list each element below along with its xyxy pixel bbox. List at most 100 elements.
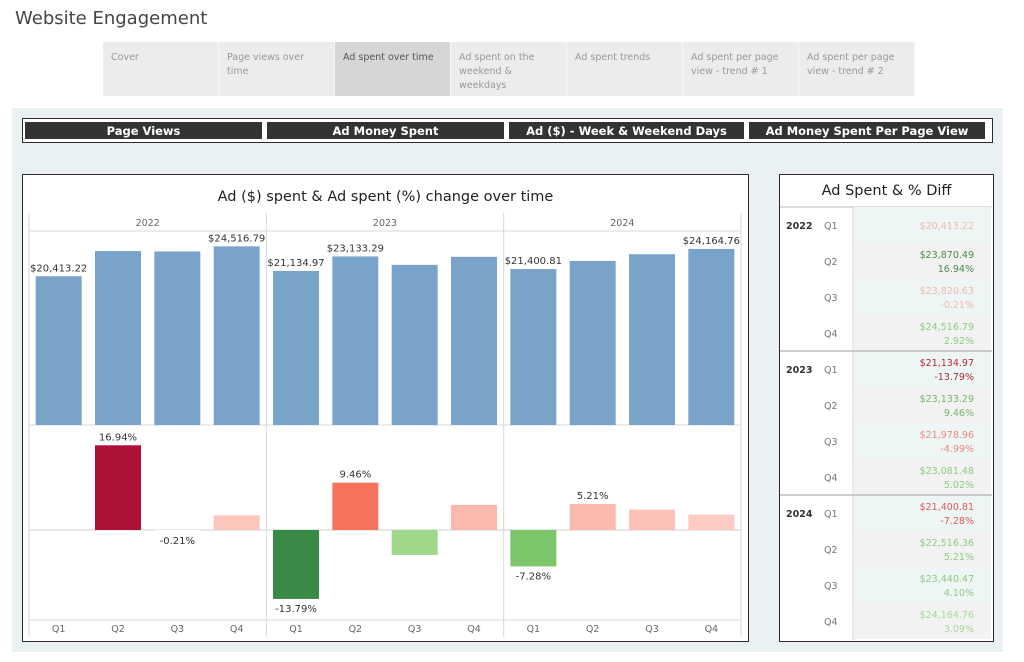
table-pct-diff: 3.09% [944, 624, 974, 635]
pct-change-bar [451, 504, 497, 530]
table-row-bg [854, 351, 991, 387]
table-pct-diff: 5.21% [944, 552, 974, 563]
table-quarter-label: Q4 [824, 329, 838, 340]
table-value: $23,820.63 [920, 286, 974, 297]
table-value: $21,400.81 [920, 502, 974, 513]
page-title: Website Engagement [15, 8, 208, 29]
quarter-tick-label: Q3 [171, 624, 185, 635]
chart-panel: Ad ($) spent & Ad spent (%) change over … [22, 174, 749, 642]
nav-ad-money-spent-button[interactable]: Ad Money Spent [267, 122, 504, 139]
table-pct-diff: 9.46% [944, 408, 974, 419]
quarter-tick-label: Q3 [408, 624, 422, 635]
table-value: $23,133.29 [920, 394, 974, 405]
spend-bar [451, 256, 497, 425]
table-value: $23,081.48 [920, 466, 974, 477]
nav-ad-per-page-view-button[interactable]: Ad Money Spent Per Page View [749, 122, 985, 139]
table-row-bg [854, 279, 991, 315]
table-pct-diff: 16.94% [938, 264, 974, 275]
spend-bar [35, 276, 82, 425]
spend-bar [629, 254, 675, 425]
pct-change-bar [332, 482, 379, 530]
table-title: Ad Spent & % Diff [821, 183, 952, 199]
tab-ad-spent-weekend-weekdays[interactable]: Ad spent on the weekend & weekdays [451, 42, 567, 96]
spend-bar [213, 246, 260, 425]
pct-data-label: 16.94% [99, 432, 137, 443]
pct-change-bar [273, 530, 319, 599]
table-pct-diff: 5.02% [944, 480, 974, 491]
table-pct-diff: 4.10% [944, 588, 974, 599]
table-value: $23,440.47 [920, 574, 974, 585]
nav-ad-week-weekend-button[interactable]: Ad ($) - Week & Weekend Days [509, 122, 744, 139]
spend-bar [332, 256, 379, 425]
quarter-tick-label: Q1 [52, 624, 66, 635]
spend-bar [391, 264, 438, 425]
table-quarter-label: Q4 [824, 473, 838, 484]
pct-data-label: -13.79% [275, 604, 317, 615]
pct-change-bar [629, 509, 675, 530]
spend-data-label: $21,134.97 [267, 258, 324, 269]
table-row-bg [854, 567, 991, 603]
quarter-tick-label: Q2 [349, 624, 363, 635]
tab-page-views-over-time[interactable]: Page views over time [219, 42, 335, 96]
table-quarter-label: Q3 [824, 581, 838, 592]
table-value: $21,978.96 [920, 430, 974, 441]
table-pct-diff: 2.92% [944, 336, 974, 347]
table-row-bg [854, 531, 991, 567]
table-panel: Ad Spent & % Diff 2022 Q1 $20,413.22 Q2 $23,… [779, 174, 994, 642]
pct-data-label: 5.21% [577, 491, 609, 502]
table-quarter-label: Q2 [824, 257, 838, 268]
quarter-tick-label: Q3 [645, 624, 659, 635]
nav-page-views-button[interactable]: Page Views [25, 122, 262, 139]
quarter-tick-label: Q4 [705, 624, 719, 635]
quarter-tick-label: Q1 [289, 624, 303, 635]
table-value: $20,413.22 [920, 221, 974, 232]
chart-title: Ad ($) spent & Ad spent (%) change over … [217, 189, 554, 205]
spend-data-label: $24,516.79 [208, 233, 265, 244]
table-quarter-label: Q2 [824, 545, 838, 556]
dashboard-nav: Page Views Ad Money Spent Ad ($) - Week … [22, 118, 993, 143]
table-quarter-label: Q2 [824, 401, 838, 412]
table-year-label: 2023 [786, 365, 812, 376]
year-header-2024: 2024 [610, 218, 634, 229]
tab-cover[interactable]: Cover [103, 42, 219, 96]
combo-chart: 2022 2023 2024 Q1 Q2 Q3 Q4 Q1 Q2 Q3 Q4 Q1 Q2 Q3 Q4 $20,… [28, 213, 742, 637]
table-quarter-label: Q3 [824, 293, 838, 304]
tab-ad-spent-over-time[interactable]: Ad spent over time [335, 42, 451, 96]
table-pct-diff: -7.28% [940, 516, 974, 527]
spend-bar [569, 260, 616, 425]
table-row-bg [854, 495, 991, 531]
table-row-bg [854, 423, 991, 459]
table-value: $24,516.79 [920, 322, 974, 333]
quarter-tick-label: Q1 [527, 624, 541, 635]
table-row-bg [854, 387, 991, 423]
pct-data-label: 9.46% [339, 470, 371, 481]
table-year-label: 2024 [786, 509, 813, 520]
pct-data-label: -7.28% [516, 571, 551, 582]
quarter-tick-label: Q4 [230, 624, 244, 635]
pct-change-bar [154, 530, 201, 532]
table-row-bg [854, 315, 991, 351]
table-row-bg [854, 243, 991, 279]
tab-ad-spent-trends[interactable]: Ad spent trends [567, 42, 683, 96]
table-quarter-label: Q1 [824, 365, 838, 376]
table-row-bg [854, 207, 991, 243]
table-pct-diff: -13.79% [934, 372, 974, 383]
pct-change-bar [510, 530, 557, 567]
tab-ad-spent-per-page-view-trend-1[interactable]: Ad spent per page view - trend # 1 [683, 42, 799, 96]
spend-bar [154, 251, 201, 425]
table-value: $24,164.76 [920, 610, 974, 621]
pct-data-label: -0.21% [160, 536, 195, 547]
pct-change-bar [213, 515, 260, 530]
pct-change-bar [688, 514, 735, 530]
tab-bar: Cover Page views over time Ad spent over… [103, 42, 915, 96]
year-header-2022: 2022 [136, 218, 160, 229]
table-quarter-label: Q1 [824, 221, 838, 232]
tab-ad-spent-per-page-view-trend-2[interactable]: Ad spent per page view - trend # 2 [799, 42, 915, 96]
spend-data-label: $21,400.81 [505, 256, 562, 267]
spend-data-label: $24,164.76 [683, 236, 740, 247]
quarter-tick-label: Q2 [586, 624, 600, 635]
table-quarter-label: Q1 [824, 509, 838, 520]
pct-change-bar [569, 503, 616, 530]
pct-change-bar [391, 530, 438, 555]
table-quarter-label: Q3 [824, 437, 838, 448]
